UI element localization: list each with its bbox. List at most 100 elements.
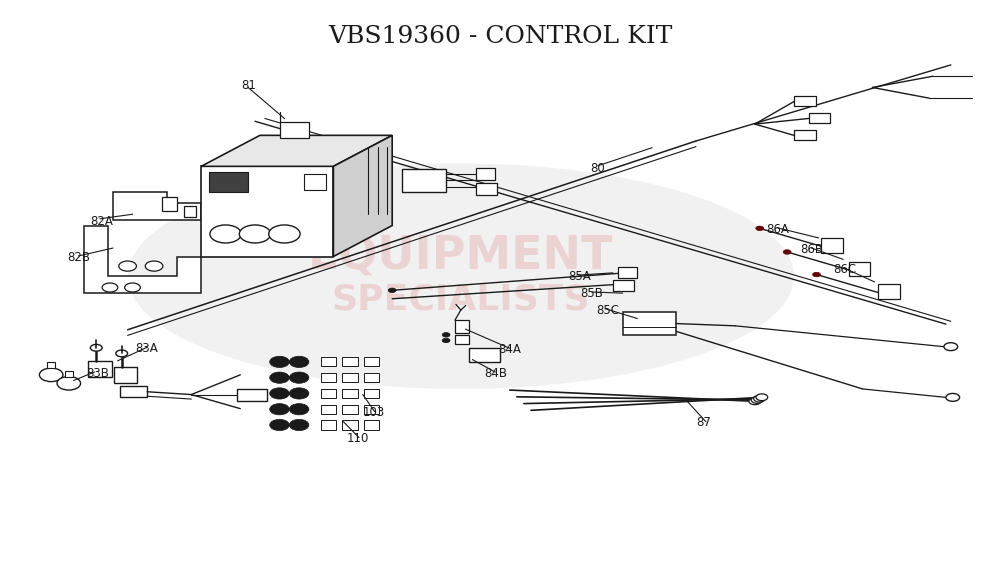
Circle shape <box>57 377 81 390</box>
Bar <box>114 367 137 383</box>
Circle shape <box>270 419 289 431</box>
Bar <box>321 373 336 382</box>
Bar <box>321 405 336 414</box>
Bar <box>304 174 326 190</box>
Polygon shape <box>201 135 392 166</box>
Bar <box>342 389 358 398</box>
Circle shape <box>756 394 768 401</box>
Bar <box>342 373 358 382</box>
Circle shape <box>946 393 960 401</box>
Bar <box>618 267 637 278</box>
Text: SPECIALISTS: SPECIALISTS <box>331 283 590 317</box>
Circle shape <box>751 397 763 403</box>
Text: VBS19360 - CONTROL KIT: VBS19360 - CONTROL KIT <box>328 25 672 48</box>
Text: 86A: 86A <box>767 223 789 236</box>
Circle shape <box>813 273 820 277</box>
Circle shape <box>756 226 764 231</box>
Polygon shape <box>113 191 201 220</box>
Circle shape <box>749 398 761 405</box>
Bar <box>613 279 634 291</box>
Text: 81: 81 <box>241 79 256 92</box>
Bar <box>342 358 358 366</box>
Bar <box>321 420 336 430</box>
Circle shape <box>442 338 450 343</box>
Bar <box>849 262 870 276</box>
Circle shape <box>388 288 396 293</box>
Bar <box>622 312 676 335</box>
Circle shape <box>239 225 271 243</box>
Bar <box>342 405 358 414</box>
Bar <box>402 169 446 191</box>
Circle shape <box>783 250 791 254</box>
Circle shape <box>270 404 289 415</box>
Text: 110: 110 <box>347 432 369 445</box>
Text: 85A: 85A <box>569 270 591 283</box>
Bar <box>821 238 843 252</box>
Bar <box>184 206 196 217</box>
Circle shape <box>289 372 309 384</box>
Bar <box>476 168 495 181</box>
Text: 82A: 82A <box>90 214 113 228</box>
Circle shape <box>944 343 958 351</box>
Text: 103: 103 <box>363 406 385 419</box>
Bar <box>280 122 309 138</box>
Circle shape <box>90 344 102 351</box>
Bar <box>364 420 379 430</box>
Circle shape <box>39 368 63 382</box>
Bar <box>237 389 267 401</box>
Polygon shape <box>333 135 392 256</box>
Bar <box>455 320 469 332</box>
Circle shape <box>125 283 140 292</box>
Bar <box>794 130 816 140</box>
Text: 83A: 83A <box>135 342 158 355</box>
Text: 83B: 83B <box>86 367 109 380</box>
Text: 85B: 85B <box>580 286 603 300</box>
Bar <box>794 96 816 106</box>
Bar <box>209 172 248 191</box>
Circle shape <box>116 350 128 357</box>
Text: 87: 87 <box>696 416 711 430</box>
Bar <box>476 183 497 194</box>
Circle shape <box>289 419 309 431</box>
Bar <box>162 197 177 212</box>
Bar <box>321 389 336 398</box>
Bar <box>120 386 147 397</box>
Bar <box>364 373 379 382</box>
Circle shape <box>754 395 765 402</box>
Bar <box>469 348 500 362</box>
Text: 85C: 85C <box>596 304 619 317</box>
Text: 84A: 84A <box>498 343 521 356</box>
Bar <box>809 113 830 123</box>
Polygon shape <box>201 166 333 256</box>
Ellipse shape <box>128 163 794 389</box>
Circle shape <box>269 225 300 243</box>
Polygon shape <box>84 225 201 293</box>
Bar <box>342 420 358 430</box>
Circle shape <box>270 356 289 367</box>
Circle shape <box>270 388 289 399</box>
Circle shape <box>289 388 309 399</box>
Bar <box>364 358 379 366</box>
Text: 82B: 82B <box>67 251 90 263</box>
Circle shape <box>102 283 118 292</box>
Bar <box>364 405 379 414</box>
Bar <box>47 362 55 368</box>
Circle shape <box>119 261 136 271</box>
Text: 86C: 86C <box>833 263 856 276</box>
Text: 80: 80 <box>590 162 605 175</box>
Circle shape <box>210 225 241 243</box>
Bar <box>364 389 379 398</box>
Circle shape <box>289 404 309 415</box>
Text: 84B: 84B <box>484 367 507 380</box>
Bar <box>455 335 469 344</box>
Circle shape <box>442 332 450 337</box>
Bar <box>878 284 900 299</box>
Bar <box>321 358 336 366</box>
Text: EQUIPMENT: EQUIPMENT <box>308 234 613 279</box>
Bar <box>65 371 73 377</box>
Circle shape <box>270 372 289 384</box>
Circle shape <box>289 356 309 367</box>
Bar <box>88 361 112 377</box>
Text: 86B: 86B <box>800 243 823 256</box>
Circle shape <box>145 261 163 271</box>
